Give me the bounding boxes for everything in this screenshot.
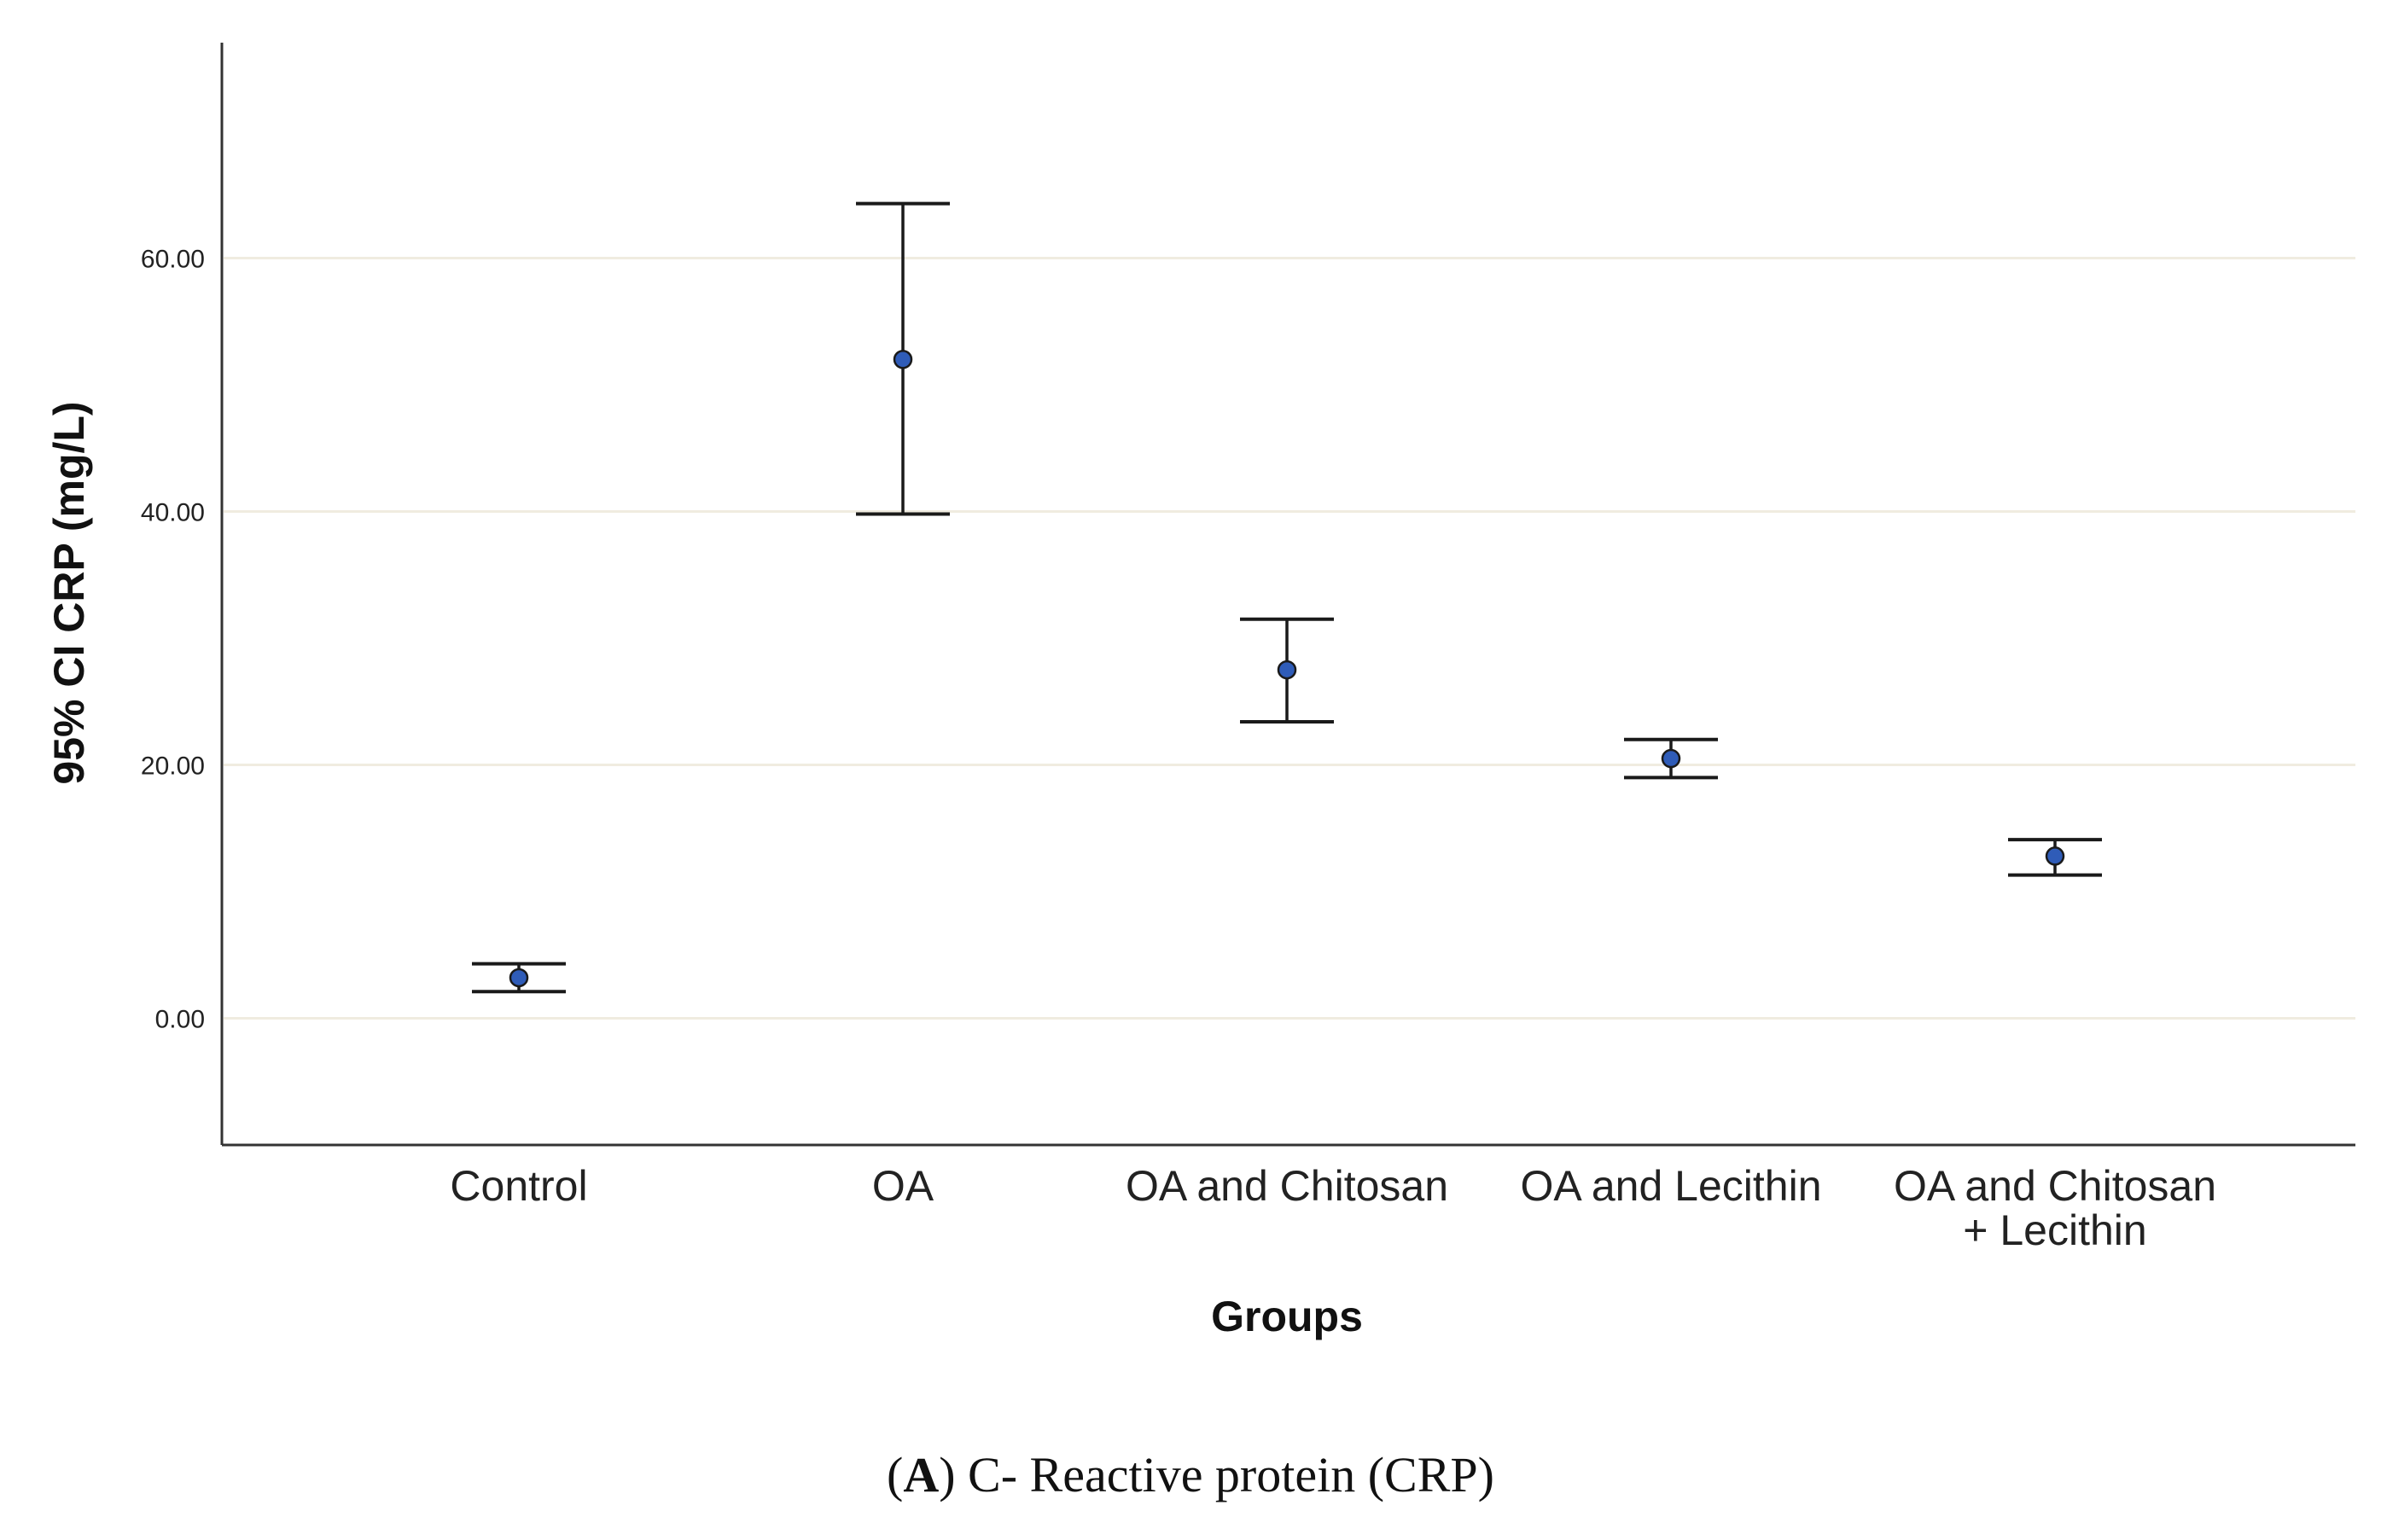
x-category-label: + Lecithin [1963, 1206, 2146, 1254]
caption-panel-label: A [903, 1447, 940, 1502]
axes [220, 43, 2355, 1147]
mean-marker [509, 968, 529, 988]
x-category-labels: Control OA OA and Chitosan OA and Lecithin O… [450, 1162, 2216, 1254]
error-bar-group [2008, 838, 2102, 877]
x-category-label: OA and Chitosan [1126, 1162, 1448, 1210]
y-tick-label: 60.00 [141, 245, 205, 273]
mean-marker [893, 350, 913, 369]
error-bars [472, 201, 2102, 994]
crp-error-bar-chart: 0.00 20.00 40.00 60.00 Control OA OA and Chit… [45, 43, 2355, 1340]
error-bar-group [472, 962, 566, 994]
mean-marker [1661, 748, 1681, 769]
error-bar-group [1624, 737, 1718, 780]
caption-text: C- Reactive protein (CRP) [968, 1447, 1494, 1502]
mean-marker [1277, 660, 1297, 680]
x-category-label: OA and Chitosan [1894, 1162, 2216, 1210]
error-bar-group [1240, 617, 1334, 724]
gridlines [224, 256, 2355, 1020]
x-category-label: Control [450, 1162, 587, 1210]
y-tick-label: 20.00 [141, 752, 205, 780]
error-bar-group [856, 201, 950, 516]
x-category-label: OA and Lecithin [1520, 1162, 1821, 1210]
figure-caption: (A) C- Reactive protein (CRP) [887, 1447, 1494, 1502]
y-tick-labels: 0.00 20.00 40.00 60.00 [141, 245, 205, 1033]
y-tick-label: 0.00 [155, 1005, 205, 1033]
y-tick-label: 40.00 [141, 498, 205, 526]
x-category-label: OA [872, 1162, 934, 1210]
mean-marker [2045, 846, 2065, 866]
y-axis-title: 95% CI CRP (mg/L) [45, 401, 93, 784]
x-axis-title: Groups [1211, 1293, 1363, 1340]
